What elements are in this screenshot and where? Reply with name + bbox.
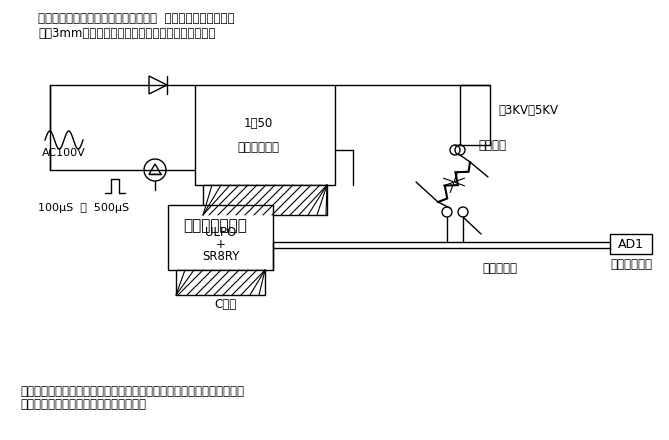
Text: 基板、素子等の異常は見られなかった。: 基板、素子等の異常は見られなかった。 [20,398,146,411]
Text: C結合: C結合 [214,298,237,311]
Bar [610,234,652,254]
Text: 昇圧トランス: 昇圧トランス [237,140,279,154]
Text: 入力ユニット: 入力ユニット [610,258,652,271]
Polygon shape [149,76,167,94]
Text: +: + [215,238,225,251]
Text: 1：50: 1：50 [244,117,273,129]
Bar [176,270,265,295]
Text: 伝送ライン: 伝送ライン [482,262,518,275]
Text: 約3KV～5KV: 約3KV～5KV [498,103,558,117]
Bar [203,185,327,215]
Text: AC100V: AC100V [42,148,86,158]
Text: スパークの瞬間のビット乱れは起こったがすぐに元の状態に復帰した。: スパークの瞬間のビット乱れは起こったがすぐに元の状態に復帰した。 [20,385,244,398]
Text: ULPO: ULPO [205,226,236,239]
Bar [195,85,335,185]
Text: 下記のようなパルス発生器を接続して  アースと伝送ライン間: 下記のようなパルス発生器を接続して アースと伝送ライン間 [38,12,235,25]
Text: で約3mmのスパークを発生させて高圧を印加した。: で約3mmのスパークを発生させて高圧を印加した。 [38,27,215,40]
Text: AD1: AD1 [618,238,644,250]
Text: メインユニット: メインユニット [183,218,247,233]
Text: 100μS  ～  500μS: 100μS ～ 500μS [38,203,129,213]
Text: スパーク: スパーク [478,139,506,151]
Polygon shape [149,164,161,174]
Text: SR8RY: SR8RY [202,250,240,263]
Bar [168,205,273,270]
